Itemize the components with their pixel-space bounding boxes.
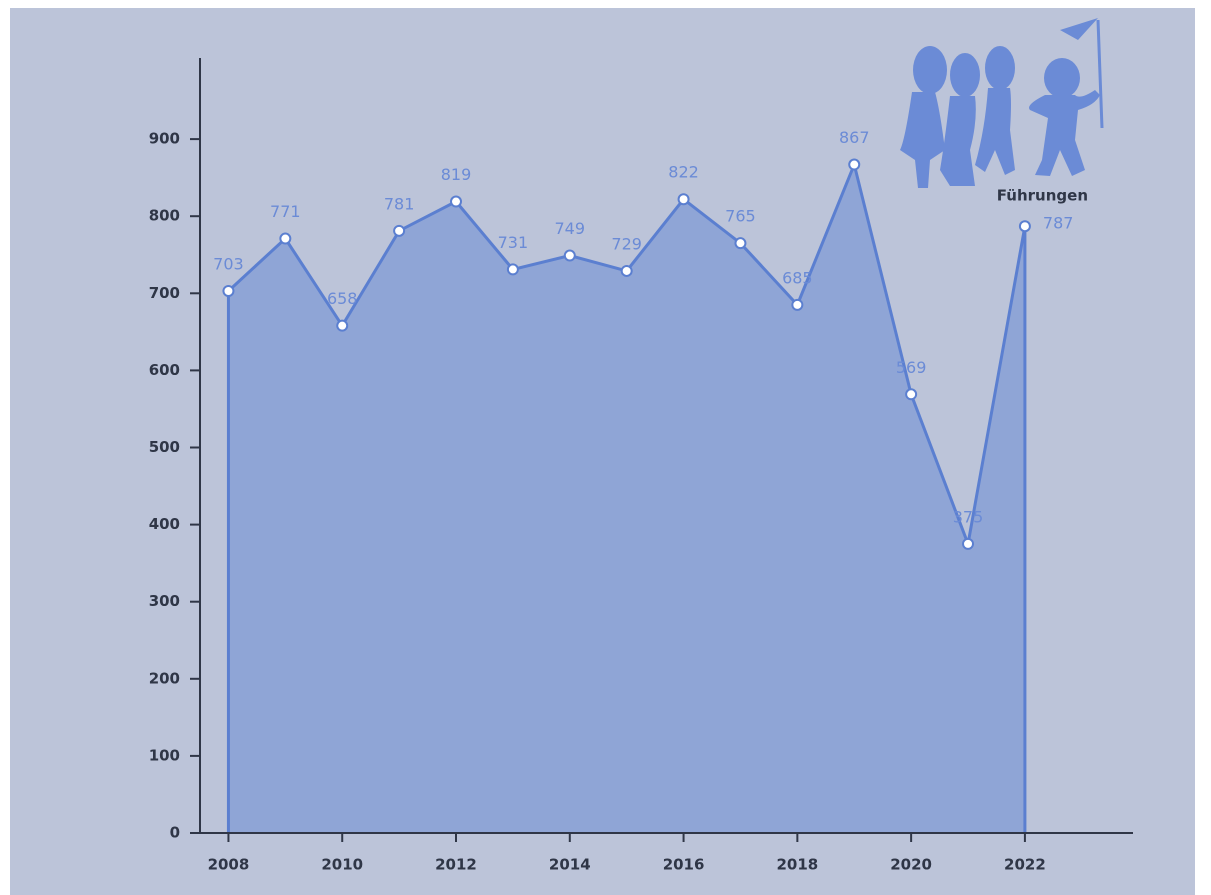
data-label: 822: [668, 163, 699, 182]
y-tick-label: 100: [149, 746, 180, 764]
y-tick-label: 400: [149, 515, 180, 533]
legend-label: Führungen: [997, 187, 1088, 205]
data-point: [336, 319, 349, 332]
area-fill: [228, 164, 1025, 834]
y-tick-label: 700: [149, 284, 180, 302]
data-label: 771: [270, 202, 301, 221]
data-point: [905, 388, 918, 401]
x-tick-label: 2012: [435, 856, 477, 874]
data-label: 749: [555, 219, 586, 238]
x-tick-label: 2016: [663, 856, 705, 874]
data-point: [393, 224, 406, 237]
data-label: 729: [611, 234, 642, 253]
data-point: [791, 298, 804, 311]
data-label: 658: [327, 289, 358, 308]
x-tick-label: 2022: [1004, 856, 1046, 874]
data-label: 731: [498, 233, 529, 252]
data-point: [848, 158, 861, 171]
y-tick-label: 0: [170, 824, 180, 842]
data-point: [620, 264, 633, 277]
x-tick-label: 2018: [776, 856, 818, 874]
data-label: 375: [953, 507, 984, 526]
data-label: 703: [213, 254, 244, 273]
data-label: 867: [839, 128, 870, 147]
data-point: [677, 193, 690, 206]
x-tick-label: 2010: [321, 856, 363, 874]
data-label: 781: [384, 194, 415, 213]
x-tick-label: 2020: [890, 856, 932, 874]
y-tick-label: 600: [149, 361, 180, 379]
data-label: 819: [441, 165, 472, 184]
data-label: 787: [1043, 214, 1074, 233]
data-point: [222, 284, 235, 297]
data-label: 685: [782, 268, 813, 287]
x-tick-label: 2014: [549, 856, 591, 874]
data-point: [506, 263, 519, 276]
data-point: [1018, 220, 1031, 233]
data-label: 569: [896, 358, 927, 377]
data-point: [279, 232, 292, 245]
x-tick-label: 2008: [208, 856, 250, 874]
y-tick-label: 500: [149, 438, 180, 456]
data-label: 765: [725, 207, 756, 226]
y-tick-label: 300: [149, 592, 180, 610]
y-tick-label: 800: [149, 207, 180, 225]
y-tick-label: 200: [149, 669, 180, 687]
data-point: [962, 537, 975, 550]
illustration: [900, 18, 1104, 188]
data-point: [450, 195, 463, 208]
data-point: [734, 237, 747, 250]
data-point: [563, 249, 576, 262]
y-tick-label: 900: [149, 130, 180, 148]
